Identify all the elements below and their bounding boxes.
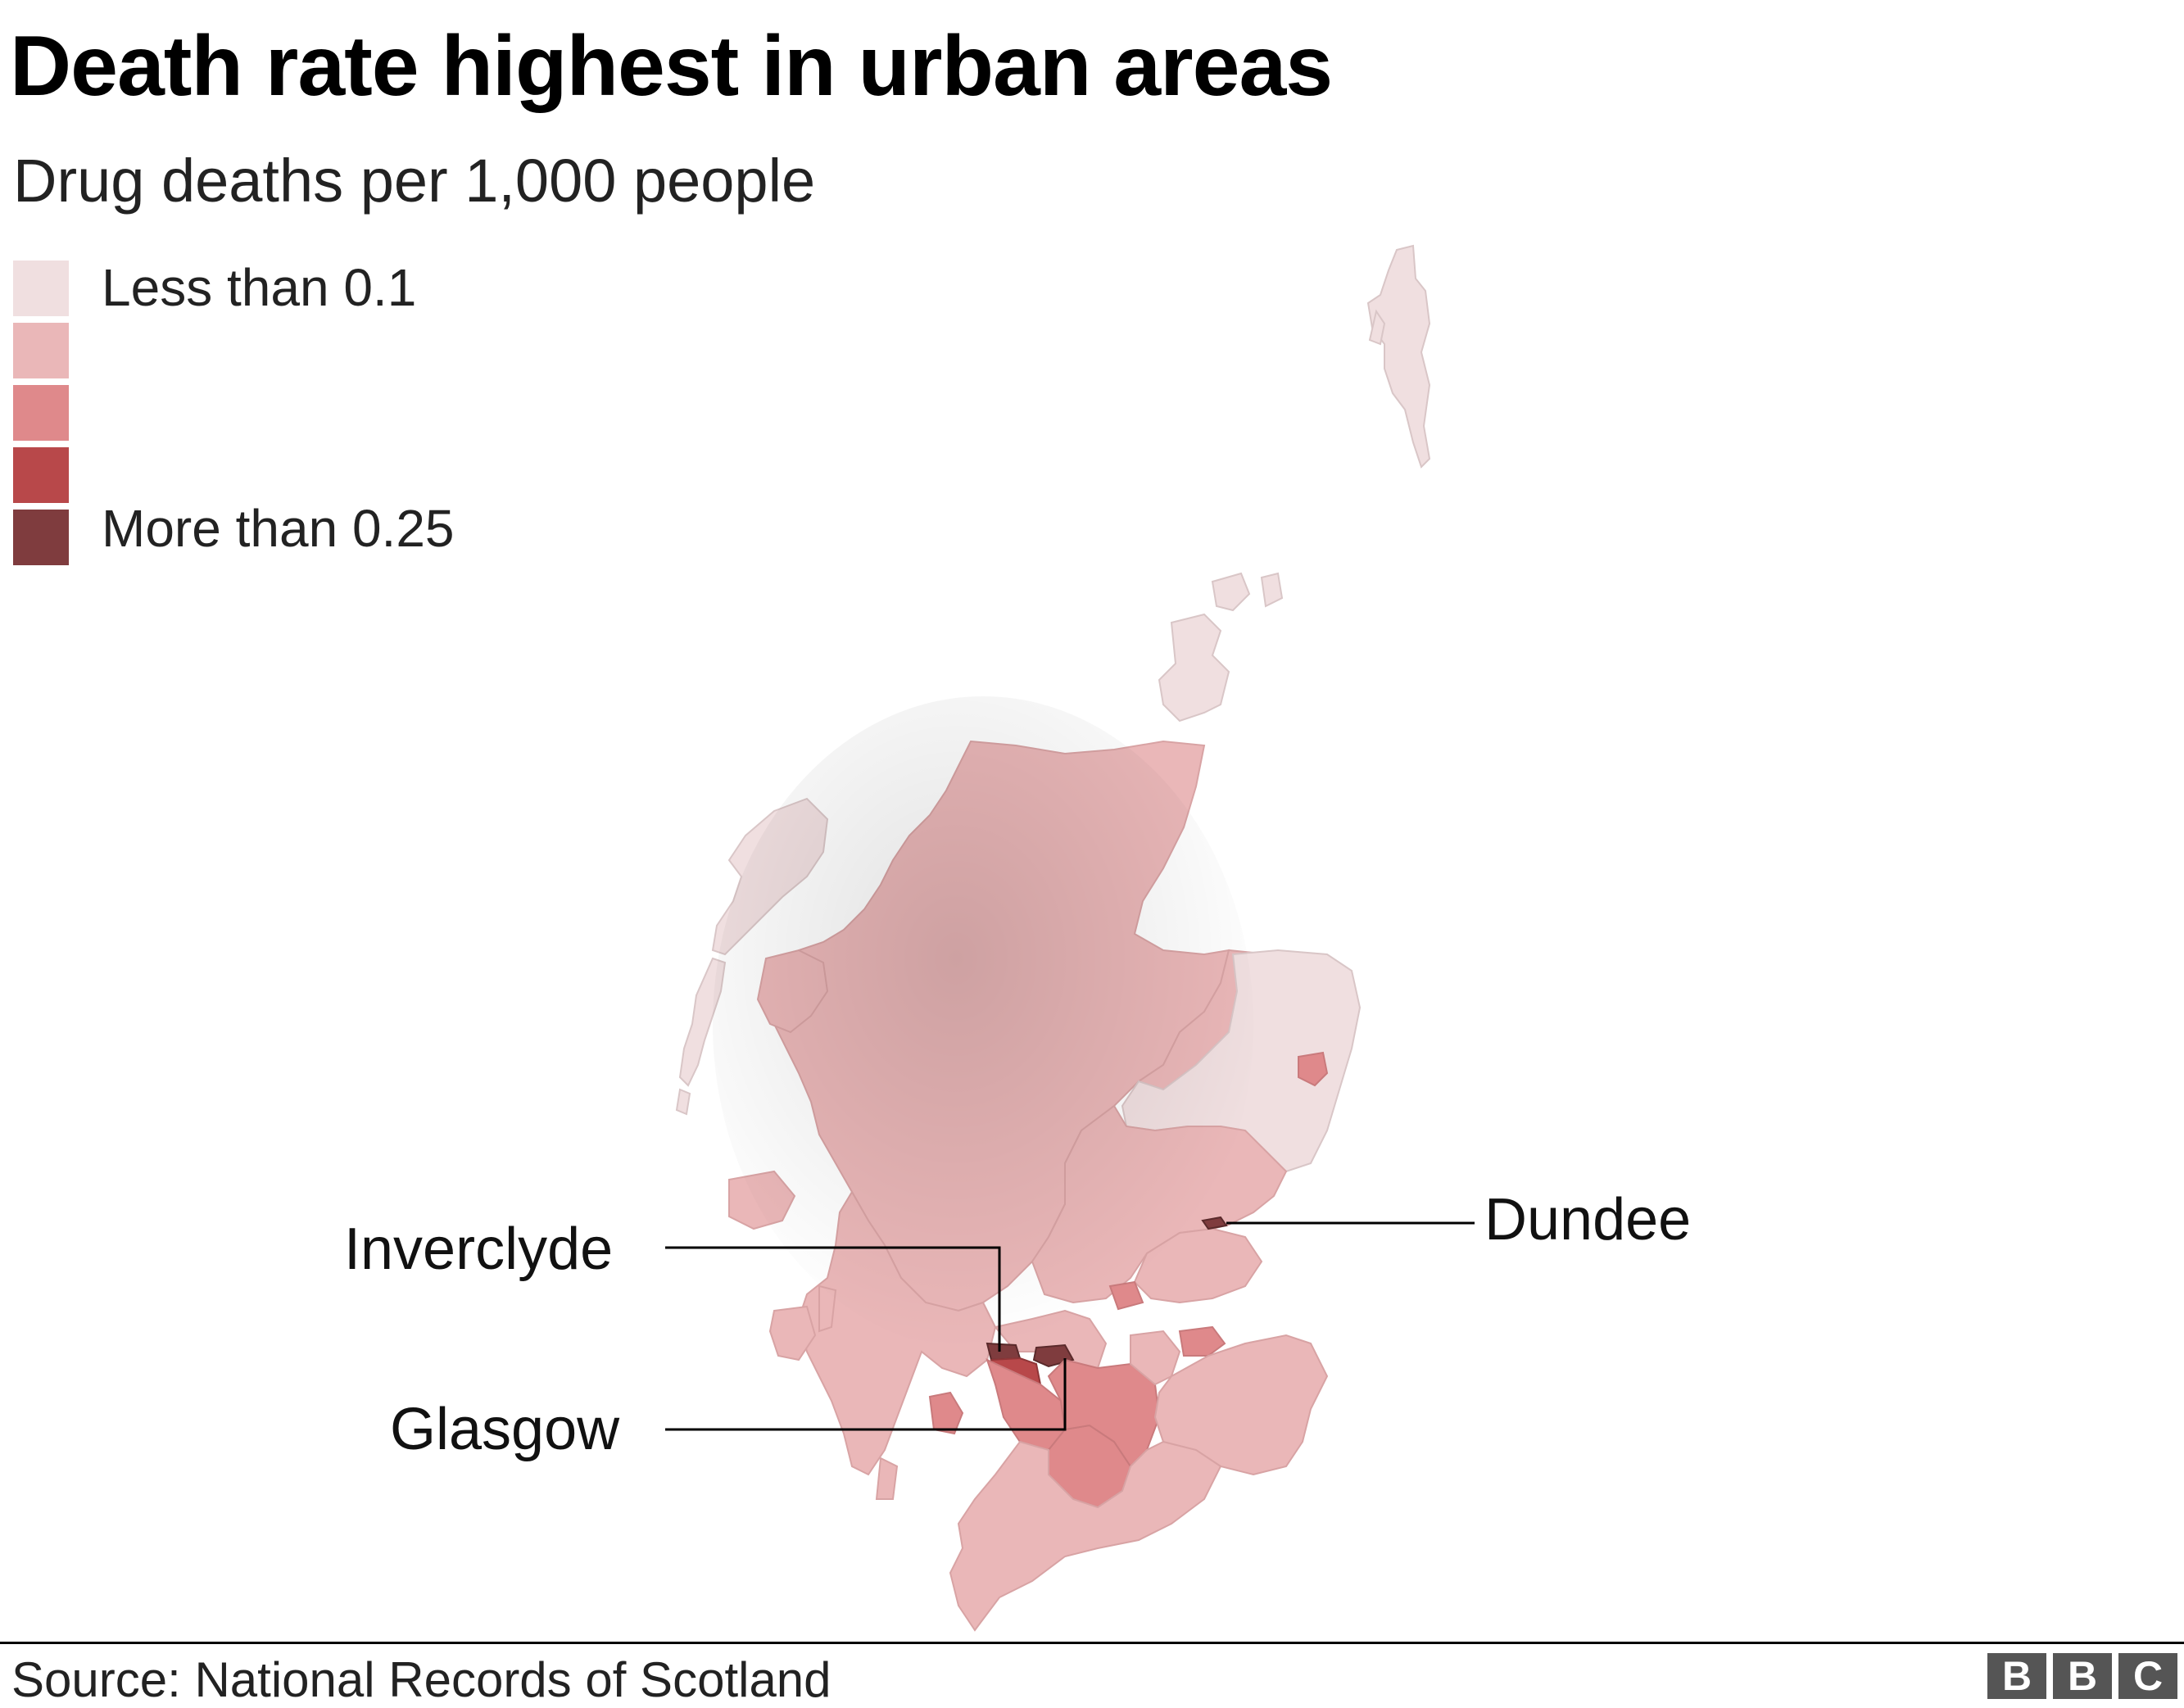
source-text: Source: National Records of Scotland: [11, 1652, 831, 1707]
region-orkney: [1158, 613, 1230, 723]
label-dundee: Dundee: [1484, 1187, 1692, 1253]
region-dundee: [1201, 1216, 1228, 1230]
region-western-isles-barra: [675, 1088, 691, 1116]
region-shetland-west: [1368, 309, 1386, 346]
chart-subtitle: Drug deaths per 1,000 people: [13, 147, 816, 215]
region-edinburgh: [1178, 1325, 1226, 1357]
bbc-logo-letter: B: [1987, 1653, 2046, 1699]
region-orkney-islet: [1260, 572, 1284, 608]
region-shetland: [1366, 244, 1431, 469]
bbc-logo: B B C: [1987, 1653, 2177, 1699]
legend-swatch-1: [13, 261, 69, 316]
label-inverclyde: Inverclyde: [344, 1216, 614, 1282]
region-aberdeen: [1298, 1051, 1329, 1087]
legend-swatch-2: [13, 323, 69, 378]
region-borders: [1153, 1334, 1329, 1476]
region-dumfries-galloway: [949, 1440, 1222, 1632]
footer-rule: [0, 1642, 2184, 1644]
glasgow-leader-line: [665, 1358, 1067, 1431]
terrain-shading: [713, 696, 1253, 1352]
bbc-logo-letter: C: [2118, 1653, 2177, 1699]
legend-label-1: Less than 0.1: [102, 258, 417, 317]
region-orkney-north: [1211, 572, 1251, 612]
chart-title: Death rate highest in urban areas: [10, 19, 1333, 114]
legend-label-5: More than 0.25: [102, 499, 455, 558]
inverclyde-leader-line: [665, 1246, 1001, 1352]
legend-swatch-5: [13, 510, 69, 565]
bbc-logo-letter: B: [2053, 1653, 2112, 1699]
label-glasgow: Glasgow: [390, 1397, 620, 1462]
region-islay: [768, 1305, 817, 1361]
legend-swatch-4: [13, 447, 69, 503]
legend-swatch-3: [13, 385, 69, 441]
region-arran: [928, 1391, 964, 1435]
region-kintyre: [875, 1457, 899, 1500]
